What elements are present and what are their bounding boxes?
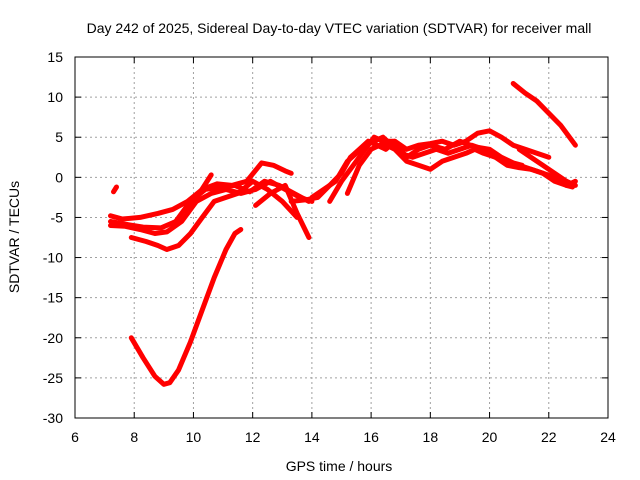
x-tick-label: 24 [600, 429, 616, 445]
x-axis-label: GPS time / hours [286, 458, 393, 474]
series-line-trace-f [185, 172, 214, 216]
y-tick-label: 5 [55, 129, 63, 145]
series-line-trace-a [111, 184, 119, 195]
series-line-trace-k [327, 128, 552, 204]
x-tick-label: 8 [130, 429, 138, 445]
y-tick-label: -10 [43, 250, 63, 266]
x-tick-label: 6 [71, 429, 79, 445]
y-tick-label: -30 [43, 410, 63, 426]
x-tick-label: 20 [482, 429, 498, 445]
y-tick-label: -5 [51, 209, 64, 225]
y-tick-label: 0 [55, 169, 63, 185]
series-line-trace-g [253, 182, 312, 240]
y-axis: 15 10 5 0 -5 -10 -15 -20 -25 -30 [43, 49, 608, 426]
x-tick-label: 22 [541, 429, 557, 445]
y-tick-label: -15 [43, 290, 63, 306]
x-tick-label: 18 [423, 429, 439, 445]
x-tick-label: 16 [363, 429, 379, 445]
series-line-trace-m [510, 81, 578, 148]
x-tick-label: 10 [186, 429, 202, 445]
y-tick-label: 10 [47, 89, 63, 105]
x-tick-label: 12 [245, 429, 261, 445]
series-line-trace-l [344, 141, 575, 196]
grid-layer [75, 57, 608, 418]
chart-title: Day 242 of 2025, Sidereal Day-to-day VTE… [87, 20, 592, 36]
x-tick-label: 14 [304, 429, 320, 445]
plot-frame [74, 56, 609, 419]
series-layer [108, 81, 578, 387]
series-line-trace-n [516, 146, 578, 188]
x-axis: 6 8 10 12 14 16 18 20 22 24 [71, 57, 616, 445]
series-line-trace-e [128, 178, 300, 252]
y-axis-label: SDTVAR / TECUs [6, 181, 22, 293]
y-tick-label: 15 [47, 49, 63, 65]
series-line-trace-h [128, 227, 244, 387]
y-tick-label: -25 [43, 370, 63, 386]
y-tick-label: -20 [43, 330, 63, 346]
